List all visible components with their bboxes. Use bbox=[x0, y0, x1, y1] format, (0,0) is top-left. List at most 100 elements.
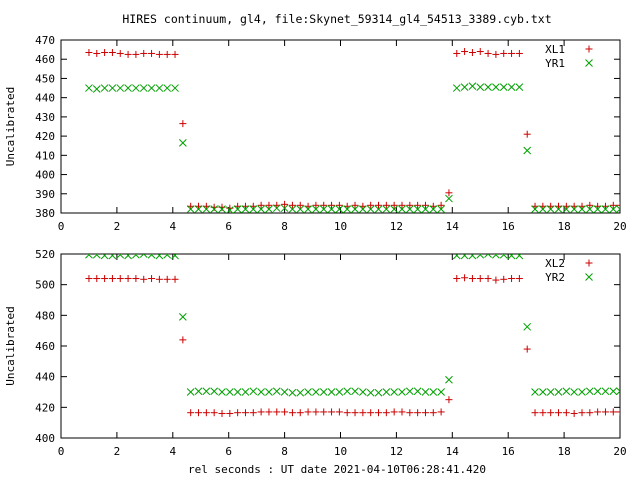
data-point bbox=[241, 388, 250, 396]
data-point bbox=[155, 50, 163, 58]
series-XL2 bbox=[85, 274, 620, 417]
plot-frame bbox=[60, 253, 621, 439]
data-point bbox=[359, 205, 367, 213]
data-point bbox=[281, 200, 289, 208]
data-point bbox=[147, 254, 156, 259]
x-tick-label: 4 bbox=[169, 220, 176, 233]
data-point bbox=[179, 313, 187, 321]
data-point bbox=[148, 49, 156, 57]
data-point bbox=[171, 275, 179, 283]
data-point bbox=[171, 254, 179, 260]
data-point bbox=[257, 201, 265, 209]
chart-panel-2: 400 420 440 460 480 500 520 0 2 4 6 8 10 12 14 16 18 20 Un… bbox=[4, 248, 627, 458]
data-point bbox=[85, 84, 93, 92]
data-point bbox=[328, 408, 336, 416]
data-point bbox=[429, 388, 438, 396]
data-point bbox=[335, 408, 343, 416]
data-point bbox=[594, 408, 602, 416]
data-point bbox=[335, 201, 343, 209]
data-point bbox=[460, 83, 469, 91]
data-point bbox=[570, 205, 579, 213]
data-point bbox=[280, 388, 289, 396]
data-points bbox=[85, 254, 620, 417]
data-point bbox=[367, 201, 375, 209]
data-point bbox=[413, 205, 422, 213]
y-tick-label: 380 bbox=[35, 207, 55, 220]
data-point bbox=[202, 205, 211, 213]
data-point bbox=[492, 83, 500, 91]
data-point bbox=[437, 408, 445, 416]
data-point bbox=[92, 254, 101, 259]
data-point bbox=[288, 388, 297, 397]
data-point bbox=[437, 205, 445, 213]
data-point bbox=[515, 275, 523, 283]
data-point bbox=[468, 254, 477, 260]
data-point bbox=[609, 387, 618, 396]
data-point bbox=[124, 254, 132, 260]
data-point bbox=[210, 409, 218, 417]
data-point bbox=[155, 254, 164, 260]
data-point bbox=[554, 388, 563, 396]
data-point bbox=[421, 388, 430, 396]
x-tick-label: 14 bbox=[446, 220, 460, 233]
data-point bbox=[288, 409, 296, 417]
data-point bbox=[405, 205, 414, 213]
data-point bbox=[335, 205, 344, 213]
data-point bbox=[476, 83, 485, 91]
data-point bbox=[210, 205, 219, 213]
data-point bbox=[492, 50, 500, 58]
data-point bbox=[468, 82, 477, 90]
data-point bbox=[101, 48, 109, 56]
data-point bbox=[398, 388, 406, 396]
data-point bbox=[578, 388, 586, 396]
data-point bbox=[319, 388, 328, 396]
data-point bbox=[249, 205, 258, 213]
x-tick-label: 0 bbox=[58, 220, 65, 233]
series-YR1 bbox=[85, 82, 620, 213]
data-point bbox=[202, 409, 210, 417]
data-point bbox=[366, 205, 375, 213]
data-point bbox=[351, 387, 359, 396]
data-point bbox=[507, 83, 516, 91]
x-tick-label: 16 bbox=[502, 445, 515, 458]
data-point bbox=[382, 205, 391, 213]
data-point bbox=[398, 408, 406, 416]
data-point bbox=[93, 49, 101, 57]
data-point bbox=[593, 205, 602, 213]
data-point bbox=[546, 388, 555, 396]
data-point bbox=[429, 205, 438, 213]
data-point bbox=[265, 388, 273, 396]
data-point bbox=[328, 201, 336, 209]
data-point bbox=[461, 48, 469, 56]
data-point bbox=[312, 201, 320, 209]
data-point bbox=[499, 254, 508, 259]
data-point bbox=[390, 388, 399, 396]
data-point bbox=[187, 409, 195, 417]
data-point bbox=[116, 275, 124, 283]
y-tick-label: 420 bbox=[35, 401, 55, 414]
data-point bbox=[437, 388, 445, 396]
data-point bbox=[296, 409, 304, 417]
legend-marker bbox=[585, 259, 593, 267]
data-point bbox=[233, 388, 242, 396]
data-point bbox=[492, 254, 500, 259]
data-point bbox=[92, 85, 101, 93]
x-tick-label: 16 bbox=[502, 220, 515, 233]
data-point bbox=[93, 275, 101, 283]
data-point bbox=[218, 409, 226, 417]
data-point bbox=[194, 387, 203, 396]
data-point bbox=[406, 201, 414, 209]
data-point bbox=[265, 408, 273, 416]
figure-title: HIRES continuum, gl4, file:Skynet_59314_… bbox=[122, 12, 551, 26]
data-point bbox=[609, 201, 617, 209]
data-point bbox=[179, 120, 187, 128]
x-tick-label: 8 bbox=[281, 220, 288, 233]
data-point bbox=[343, 409, 351, 417]
data-point bbox=[429, 409, 437, 417]
data-point bbox=[343, 387, 352, 396]
figure-xlabel: rel seconds : UT date 2021-04-10T06:28:4… bbox=[188, 463, 486, 476]
data-point bbox=[531, 205, 539, 213]
data-point bbox=[578, 205, 586, 213]
data-point bbox=[445, 189, 453, 197]
